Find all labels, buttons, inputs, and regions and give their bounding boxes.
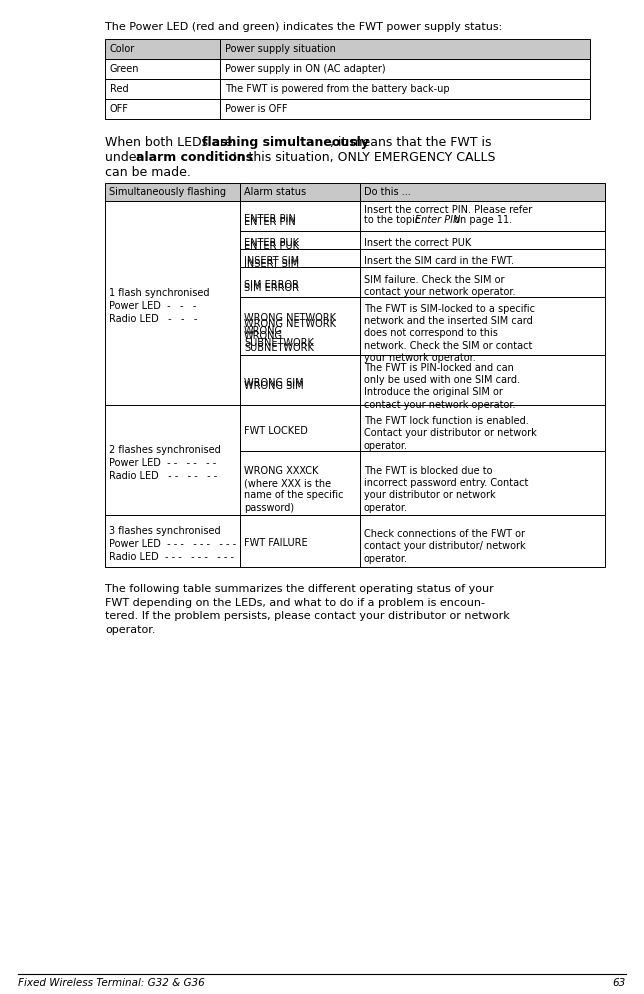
Text: Insert the correct PUK: Insert the correct PUK: [364, 238, 471, 248]
Text: SIM ERROR: SIM ERROR: [244, 282, 299, 292]
Text: Red: Red: [110, 83, 129, 93]
Bar: [240, 406, 360, 451]
Text: WRONG XXXCK
(where XXX is the
name of the specific
password): WRONG XXXCK (where XXX is the name of th…: [244, 465, 343, 512]
Text: Simultaneously flashing: Simultaneously flashing: [109, 187, 226, 197]
Text: to the topic: to the topic: [364, 215, 423, 225]
Text: SIM failure. Check the SIM or
contact your network operator.: SIM failure. Check the SIM or contact yo…: [364, 274, 515, 297]
Text: The FWT is powered from the battery back-up: The FWT is powered from the battery back…: [225, 83, 450, 93]
Text: WRONG NETWORK
WRONG
SUBNETWORK: WRONG NETWORK WRONG SUBNETWORK: [244, 313, 336, 348]
Text: When both LEDs are: When both LEDs are: [105, 136, 236, 149]
Text: INSERT SIM: INSERT SIM: [244, 255, 299, 265]
Text: Alarm status: Alarm status: [244, 187, 306, 197]
Text: alarm conditions: alarm conditions: [135, 151, 252, 164]
Text: Power supply in ON (AC adapter): Power supply in ON (AC adapter): [225, 64, 386, 74]
Bar: [105, 40, 220, 60]
Text: OFF: OFF: [110, 104, 129, 114]
Text: ENTER PUK: ENTER PUK: [244, 238, 299, 248]
Bar: [360, 249, 605, 267]
Text: flashing simultaneously: flashing simultaneously: [202, 136, 368, 149]
Text: Enter PIN: Enter PIN: [415, 215, 460, 225]
Bar: [360, 267, 605, 297]
Text: under: under: [105, 151, 146, 164]
Text: 3 flashes synchronised
Power LED  - - -   - - -   - - -
Radio LED  - - -   - - -: 3 flashes synchronised Power LED - - - -…: [109, 526, 236, 562]
Text: FWT LOCKED: FWT LOCKED: [244, 425, 308, 435]
Text: The FWT is blocked due to
incorrect password entry. Contact
your distributor or : The FWT is blocked due to incorrect pass…: [364, 465, 528, 512]
Bar: [360, 356, 605, 406]
Text: ENTER PUK: ENTER PUK: [244, 241, 299, 250]
Text: 2 flashes synchronised
Power LED  - -   - -   - -
Radio LED   - -   - -   - -: 2 flashes synchronised Power LED - - - -…: [109, 444, 221, 481]
Bar: [240, 297, 360, 356]
Text: FWT FAILURE: FWT FAILURE: [244, 538, 308, 548]
Text: Insert the correct PIN. Please refer: Insert the correct PIN. Please refer: [364, 205, 532, 215]
Bar: [360, 202, 605, 232]
Bar: [220, 60, 590, 80]
Text: on page 11.: on page 11.: [451, 215, 512, 225]
Text: Color: Color: [110, 44, 135, 54]
Text: Do this ...: Do this ...: [364, 187, 411, 197]
Text: WRONG SIM: WRONG SIM: [244, 381, 303, 391]
Bar: [360, 184, 605, 202]
Bar: [105, 100, 220, 120]
Bar: [240, 267, 360, 297]
Text: Power is OFF: Power is OFF: [225, 104, 287, 114]
Text: , it means that the FWT is: , it means that the FWT is: [330, 136, 491, 149]
Bar: [240, 232, 360, 249]
Bar: [105, 406, 240, 516]
Text: . In this situation, ONLY EMERGENCY CALLS: . In this situation, ONLY EMERGENCY CALL…: [225, 151, 495, 164]
Text: Check connections of the FWT or
contact your distributor/ network
operator.: Check connections of the FWT or contact …: [364, 528, 526, 563]
Text: 63: 63: [612, 977, 626, 987]
Text: SIM ERROR: SIM ERROR: [244, 279, 299, 289]
Text: ENTER PIN: ENTER PIN: [244, 217, 296, 227]
Text: INSERT SIM: INSERT SIM: [244, 258, 299, 268]
Bar: [105, 60, 220, 80]
Bar: [105, 80, 220, 100]
Bar: [240, 202, 360, 232]
Text: WRONG SIM: WRONG SIM: [244, 378, 303, 388]
Bar: [240, 451, 360, 516]
Bar: [105, 184, 240, 202]
Text: Green: Green: [110, 64, 140, 74]
Text: 1 flash synchronised
Power LED  -   -   -
Radio LED   -   -   -: 1 flash synchronised Power LED - - - Rad…: [109, 287, 209, 324]
Bar: [105, 516, 240, 568]
Text: Power supply situation: Power supply situation: [225, 44, 336, 54]
Bar: [360, 406, 605, 451]
Text: The FWT lock function is enabled.
Contact your distributor or network
operator.: The FWT lock function is enabled. Contac…: [364, 415, 536, 450]
Bar: [220, 100, 590, 120]
Bar: [360, 297, 605, 356]
Text: The following table summarizes the different operating status of your
FWT depend: The following table summarizes the diffe…: [105, 583, 510, 634]
Text: The Power LED (red and green) indicates the FWT power supply status:: The Power LED (red and green) indicates …: [105, 22, 502, 32]
Text: The FWT is SIM-locked to a specific
network and the inserted SIM card
does not c: The FWT is SIM-locked to a specific netw…: [364, 303, 535, 363]
Bar: [105, 202, 240, 406]
Text: Insert the SIM card in the FWT.: Insert the SIM card in the FWT.: [364, 255, 514, 265]
Bar: [360, 232, 605, 249]
Bar: [240, 356, 360, 406]
Bar: [240, 249, 360, 267]
Bar: [220, 40, 590, 60]
Bar: [360, 516, 605, 568]
Text: The FWT is PIN-locked and can
only be used with one SIM card.
Introduce the orig: The FWT is PIN-locked and can only be us…: [364, 363, 520, 410]
Text: Fixed Wireless Terminal: G32 & G36: Fixed Wireless Terminal: G32 & G36: [18, 977, 205, 987]
Bar: [240, 184, 360, 202]
Text: can be made.: can be made.: [105, 166, 191, 179]
Text: WRONG NETWORK
WRONG
SUBNETWORK: WRONG NETWORK WRONG SUBNETWORK: [244, 318, 336, 353]
Text: ENTER PIN: ENTER PIN: [244, 214, 296, 224]
Bar: [360, 451, 605, 516]
Bar: [220, 80, 590, 100]
Bar: [240, 516, 360, 568]
